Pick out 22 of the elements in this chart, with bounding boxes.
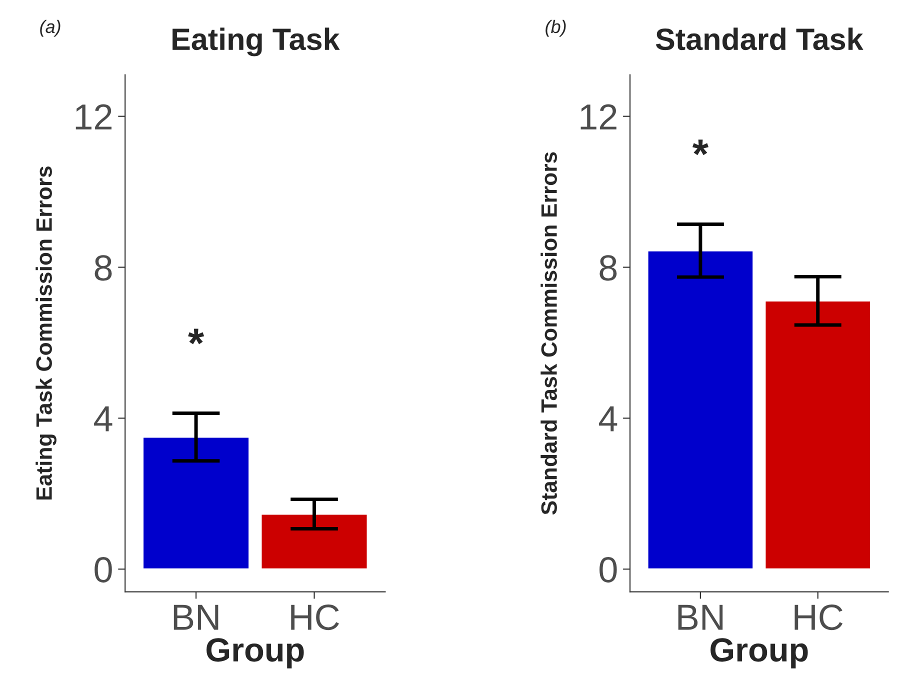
y-tick-label: 8 [600,255,617,281]
annotation: * [188,328,204,344]
y-axis-title: Standard Task Commission Errors [540,152,557,515]
x-tick-label: HC [794,604,843,630]
text: (b) [546,20,566,37]
x-tick-label: BN [678,604,723,630]
y-tick-label: 4 [598,406,618,432]
x-axis-title: Group [206,638,304,668]
x-tick-label: HC [291,604,339,630]
y-tick-label: 12 [580,104,616,130]
chart-title: Standard Task [656,28,864,50]
y-tick-label: 0 [94,557,112,583]
y-tick-label: 4 [94,406,112,432]
chart-title: Eating Task [172,28,340,56]
x-tick-label: BN [174,604,218,630]
y-axis-title: Eating Task Commission Errors [36,166,56,500]
annotation: * [692,140,709,156]
y-tick-label: 12 [76,104,112,130]
x-axis-title: Group [710,638,808,668]
y-tick-label: 8 [94,255,112,281]
text: (a) [40,20,60,37]
y-tick-label: 0 [600,557,617,583]
